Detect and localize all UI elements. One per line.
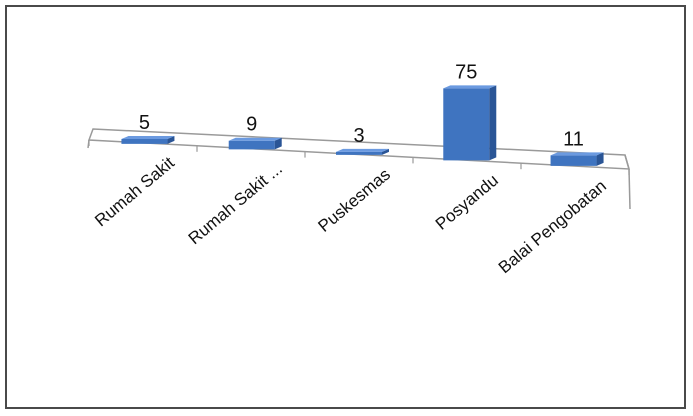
bar-front-face — [121, 139, 168, 144]
bar-rumah-sakit — [228, 137, 282, 150]
bar-side-face — [382, 148, 389, 155]
bar-puskesmas — [336, 148, 389, 155]
bar-side-face — [167, 136, 175, 144]
bar-side-face — [489, 85, 497, 161]
bar-chart: 5 9 3 75 11 Rumah Sakit Rumah Sakit ... Puskes… — [87, 61, 631, 277]
floor-edge-right — [624, 154, 630, 170]
bar-front-face — [550, 155, 597, 166]
data-label: 3 — [353, 125, 364, 147]
category-label-rumah-sakit: Rumah Sakit — [91, 153, 178, 230]
bar-balai-pengobatan — [550, 152, 604, 166]
data-label: 5 — [139, 112, 150, 134]
chart-frame: 5 9 3 75 11 Rumah Sakit Rumah Sakit ... Puskes… — [5, 5, 686, 409]
bar-top-face — [228, 137, 282, 141]
bar-top-face — [550, 152, 604, 156]
category-label-puskesmas: Puskesmas — [314, 165, 394, 236]
bar-posyandu — [443, 85, 497, 161]
category-label-group: Rumah Sakit Rumah Sakit ... Puskesmas Posya… — [91, 153, 610, 277]
bar-side-face — [274, 137, 282, 150]
data-label: 9 — [246, 114, 257, 136]
category-label-posyandu: Posyandu — [432, 171, 502, 234]
data-label-group: 5 9 3 75 11 — [139, 61, 584, 150]
floor-post-right — [628, 168, 631, 210]
bar-front-face — [336, 151, 382, 155]
bar-front-face — [228, 140, 275, 150]
category-label-balai-pengobatan: Balai Pengobatan — [495, 176, 610, 277]
bar-front-face — [443, 88, 490, 161]
bar-top-face — [336, 148, 389, 152]
data-label: 75 — [455, 61, 477, 83]
bar-top-face — [121, 136, 175, 140]
bar-top-face — [443, 85, 497, 89]
bar-group — [121, 85, 604, 166]
bar-rumah-sakit — [121, 136, 175, 144]
bar-side-face — [596, 152, 604, 166]
data-label: 11 — [563, 128, 584, 150]
category-label-rumah-sakit: Rumah Sakit ... — [185, 159, 286, 248]
